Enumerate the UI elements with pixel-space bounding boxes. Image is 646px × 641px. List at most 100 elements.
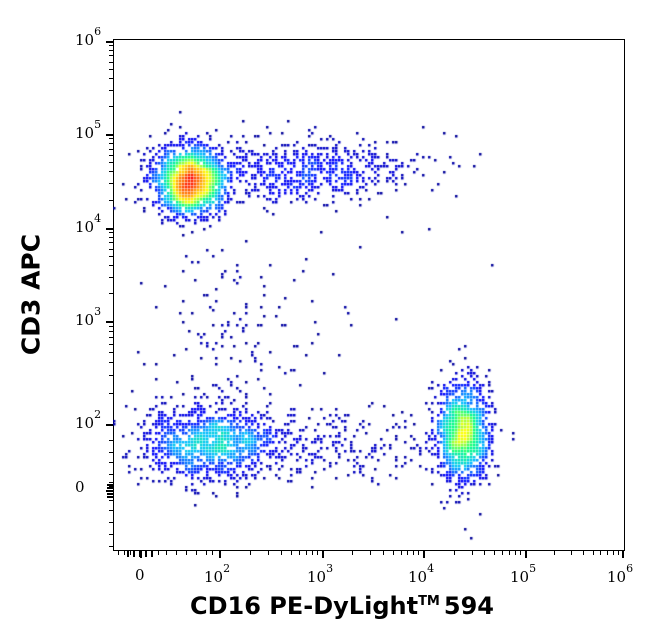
x-tick-label: 102	[204, 562, 231, 586]
x-minor-tick	[612, 551, 614, 555]
y-minor-tick	[109, 148, 113, 150]
x-minor-tick	[146, 551, 147, 555]
x-minor-tick	[392, 551, 394, 555]
x-minor-tick	[299, 551, 301, 555]
x-axis-title-suffix: 594	[443, 592, 494, 620]
x-minor-tick	[250, 551, 251, 555]
x-major-tick	[140, 551, 142, 558]
y-zero-tick	[107, 484, 113, 486]
y-axis-title: CD3 APC	[16, 233, 46, 356]
x-minor-tick	[130, 551, 131, 555]
y-minor-tick	[109, 199, 113, 201]
y-minor-tick	[109, 534, 113, 535]
x-minor-tick	[407, 551, 409, 555]
y-tick-label: 105	[75, 118, 102, 142]
y-minor-tick	[109, 138, 113, 140]
y-minor-tick	[109, 162, 113, 164]
x-minor-tick	[268, 551, 270, 555]
y-minor-tick	[109, 462, 113, 463]
x-tick-label: 106	[607, 562, 634, 586]
y-tick-label: 103	[75, 305, 102, 329]
x-minor-tick	[502, 551, 504, 555]
x-major-tick	[525, 551, 527, 558]
x-minor-tick	[158, 551, 159, 555]
x-major-tick	[322, 551, 324, 558]
y-minor-tick	[109, 45, 113, 47]
y-minor-tick	[109, 336, 113, 338]
y-minor-tick	[109, 330, 113, 332]
y-minor-tick	[109, 106, 113, 107]
y-minor-tick	[109, 242, 113, 244]
y-minor-tick	[109, 55, 113, 57]
y-minor-tick	[109, 143, 113, 145]
y-tick-label: 0	[75, 478, 85, 496]
y-minor-tick	[109, 293, 113, 294]
x-minor-tick	[571, 551, 573, 555]
x-minor-tick	[290, 551, 292, 555]
x-minor-tick	[166, 551, 167, 555]
y-zero-tick	[107, 493, 113, 495]
y-minor-tick	[109, 343, 113, 345]
x-minor-tick	[196, 551, 197, 555]
y-minor-tick	[109, 494, 113, 495]
x-minor-tick	[471, 551, 473, 555]
y-tick-label: 104	[75, 212, 102, 236]
x-minor-tick	[453, 551, 455, 555]
y-zero-tick	[107, 496, 113, 498]
x-major-tick	[423, 551, 425, 558]
y-minor-tick	[109, 183, 113, 185]
y-minor-tick	[109, 171, 113, 173]
x-minor-tick	[509, 551, 511, 555]
x-zero-tick	[139, 551, 141, 557]
y-tick-label: 106	[75, 25, 102, 49]
x-minor-tick	[212, 551, 213, 555]
x-minor-tick	[124, 551, 125, 555]
x-zero-tick	[127, 551, 129, 557]
y-tick-label: 102	[75, 408, 102, 432]
x-minor-tick	[418, 551, 420, 555]
x-minor-tick	[206, 551, 207, 555]
x-axis-title: CD16 PE-DyLightTM 594	[190, 592, 494, 620]
y-minor-tick	[109, 361, 113, 363]
y-minor-tick	[109, 50, 113, 51]
x-axis-title-main: CD16 PE-DyLight	[190, 592, 419, 620]
x-tick-label: 104	[408, 562, 435, 586]
x-minor-tick	[186, 551, 187, 555]
x-major-tick	[219, 551, 221, 558]
y-major-tick	[106, 41, 113, 43]
y-minor-tick	[109, 474, 113, 475]
y-minor-tick	[109, 374, 113, 376]
y-minor-tick	[109, 500, 113, 501]
x-minor-tick	[317, 551, 319, 555]
y-minor-tick	[109, 546, 113, 547]
x-minor-tick	[352, 551, 354, 555]
y-minor-tick	[109, 452, 113, 453]
y-minor-tick	[109, 154, 113, 156]
x-minor-tick	[583, 551, 585, 555]
x-minor-tick	[306, 551, 308, 555]
y-minor-tick	[109, 440, 113, 441]
y-minor-tick	[109, 522, 113, 523]
x-minor-tick	[382, 551, 384, 555]
y-minor-tick	[109, 248, 113, 250]
x-minor-tick	[400, 551, 402, 555]
x-minor-tick	[592, 551, 594, 555]
y-major-tick	[106, 228, 113, 230]
y-major-tick	[106, 424, 113, 426]
x-minor-tick	[413, 551, 415, 555]
y-zero-tick	[107, 487, 113, 489]
trademark-symbol: TM	[418, 594, 440, 609]
y-minor-tick	[109, 325, 113, 327]
y-minor-tick	[109, 265, 113, 266]
x-minor-tick	[312, 551, 314, 555]
y-minor-tick	[109, 276, 113, 278]
x-minor-tick	[617, 551, 619, 555]
y-minor-tick	[109, 232, 113, 234]
y-major-tick	[106, 321, 113, 323]
y-minor-tick	[109, 392, 113, 394]
x-minor-tick	[554, 551, 556, 555]
x-minor-tick	[176, 551, 177, 555]
y-minor-tick	[109, 482, 113, 483]
x-minor-tick	[515, 551, 517, 555]
x-tick-label: 0	[135, 566, 145, 584]
